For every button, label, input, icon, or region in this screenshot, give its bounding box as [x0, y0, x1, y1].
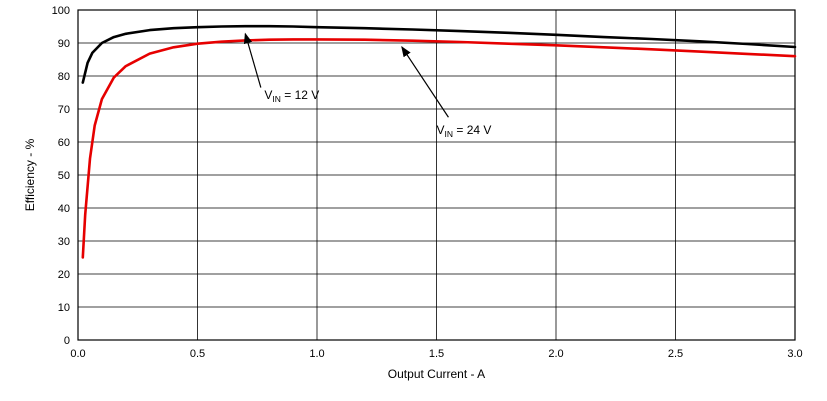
- series-vin-24v-line: [81, 38, 797, 259]
- y-tick-label: 10: [58, 302, 70, 314]
- y-tick-label: 100: [52, 5, 70, 17]
- grid-lines: [78, 10, 795, 340]
- annotation-label: VIN = 24 V: [437, 123, 492, 139]
- curve-annotations: VIN = 12 V VIN = 24 V: [243, 32, 492, 139]
- y-axis-tick-labels: 0 10 20 30 40 50 60 70 80 90 100: [52, 5, 70, 347]
- x-axis-label: Output Current - A: [388, 367, 485, 381]
- plot-frame: [77, 9, 796, 341]
- x-tick-label: 0.0: [70, 348, 85, 360]
- y-tick-label: 40: [58, 203, 70, 215]
- y-tick-label: 50: [58, 170, 70, 182]
- x-axis-tick-labels: 0.0 0.5 1.0 1.5 2.0 2.5 3.0: [70, 348, 802, 360]
- annotation-arrow: [243, 32, 262, 88]
- y-axis-label: Efficiency - %: [23, 138, 37, 211]
- x-tick-label: 1.0: [309, 348, 324, 360]
- x-tick-label: 2.0: [548, 348, 563, 360]
- y-tick-label: 20: [58, 269, 70, 281]
- x-tick-label: 1.5: [429, 348, 444, 360]
- annotation-arrow: [401, 45, 449, 118]
- x-tick-label: 2.5: [668, 348, 683, 360]
- y-tick-label: 70: [58, 104, 70, 116]
- y-tick-label: 80: [58, 71, 70, 83]
- y-tick-label: 90: [58, 38, 70, 50]
- y-tick-label: 30: [58, 236, 70, 248]
- x-tick-label: 0.5: [190, 348, 205, 360]
- y-tick-label: 60: [58, 137, 70, 149]
- series-vin-12v-line: [81, 24, 797, 84]
- y-tick-label: 0: [64, 335, 70, 347]
- x-tick-label: 3.0: [787, 348, 802, 360]
- annotation-label: VIN = 12 V: [264, 88, 319, 104]
